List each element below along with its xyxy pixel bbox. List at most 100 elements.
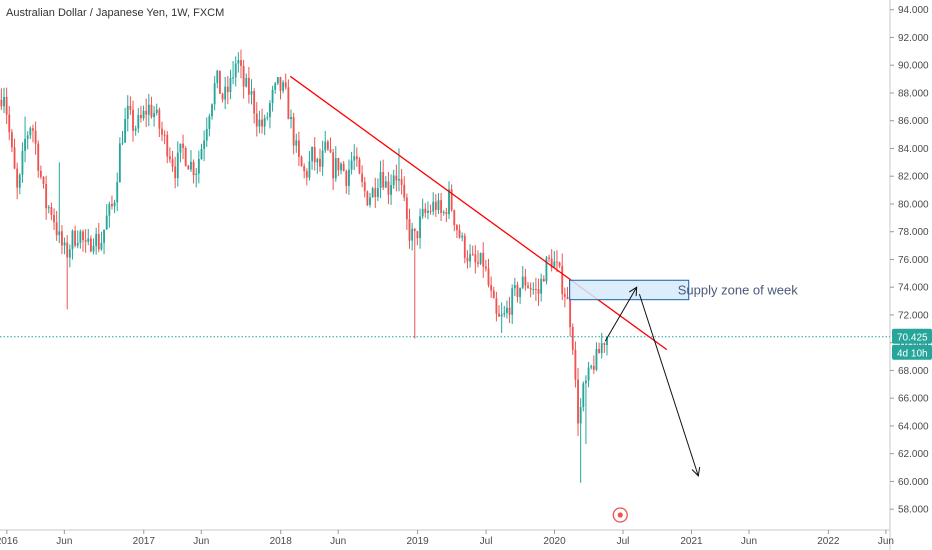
candle-body bbox=[490, 285, 493, 291]
candle-body bbox=[92, 246, 95, 252]
candle-body bbox=[118, 143, 121, 183]
candle-body bbox=[0, 99, 3, 107]
candle-body bbox=[13, 147, 16, 169]
candle-body bbox=[121, 142, 124, 144]
candle-body bbox=[563, 294, 566, 297]
candle-body bbox=[316, 158, 319, 163]
candle-body bbox=[463, 235, 466, 258]
candle-body bbox=[400, 179, 403, 185]
time-tick-label: 2019 bbox=[406, 536, 429, 547]
candle-body bbox=[147, 104, 150, 115]
event-marker-dot bbox=[617, 512, 623, 518]
price-tick-label: 72.000 bbox=[898, 310, 929, 321]
candle-body bbox=[292, 116, 295, 146]
candle-body bbox=[63, 242, 66, 246]
candle-body bbox=[503, 312, 506, 315]
candle-body bbox=[166, 134, 169, 157]
candle-body bbox=[171, 159, 174, 167]
candle-body bbox=[550, 258, 553, 268]
candle-body bbox=[29, 128, 32, 136]
candle-body bbox=[382, 172, 385, 188]
candle-body bbox=[553, 261, 556, 268]
countdown-tag bbox=[892, 344, 932, 360]
candle-body bbox=[234, 63, 237, 78]
candle-body bbox=[392, 175, 395, 186]
candle-body bbox=[374, 188, 377, 197]
price-tick-label: 76.000 bbox=[898, 255, 929, 266]
candle-body bbox=[279, 77, 282, 91]
price-tick-label: 94.000 bbox=[898, 5, 929, 16]
candle-body bbox=[145, 110, 148, 115]
candle-body bbox=[350, 160, 353, 170]
candle-body bbox=[237, 60, 240, 64]
candle-body bbox=[524, 276, 527, 286]
candle-body bbox=[355, 156, 358, 160]
price-tick-label: 90.000 bbox=[898, 61, 929, 72]
time-tick-label: Jul bbox=[617, 536, 630, 547]
candle-body bbox=[82, 231, 84, 241]
candle-body bbox=[250, 91, 253, 95]
candle-body bbox=[571, 327, 574, 350]
candle-body bbox=[440, 200, 443, 214]
candle-body bbox=[53, 214, 55, 223]
time-tick-label: 2020 bbox=[543, 536, 566, 547]
candle-body bbox=[221, 93, 224, 100]
candle-body bbox=[337, 158, 340, 171]
candle-body bbox=[534, 289, 537, 291]
candle-body bbox=[18, 174, 21, 188]
candle-body bbox=[134, 128, 137, 131]
candle-body bbox=[184, 147, 187, 166]
candle-body bbox=[229, 78, 232, 93]
candle-body bbox=[290, 116, 292, 120]
candle-body bbox=[598, 348, 601, 354]
time-tick-label: 2022 bbox=[817, 536, 840, 547]
candle-body bbox=[437, 200, 440, 211]
candle-body bbox=[226, 86, 229, 93]
candle-body bbox=[511, 288, 514, 315]
price-tick-label: 92.000 bbox=[898, 33, 929, 44]
candle-body bbox=[603, 343, 606, 345]
candle-body bbox=[255, 113, 258, 127]
candle-body bbox=[500, 314, 503, 317]
trendline bbox=[289, 75, 668, 351]
candle-body bbox=[600, 343, 603, 354]
candle-body bbox=[213, 83, 216, 105]
candle-body bbox=[384, 181, 387, 188]
candle-body bbox=[137, 114, 140, 129]
candle-body bbox=[495, 298, 498, 314]
candle-body bbox=[158, 109, 161, 129]
price-tick-label: 58.000 bbox=[898, 505, 929, 516]
candle-body bbox=[89, 238, 92, 252]
candle-body bbox=[469, 254, 471, 262]
candle-body bbox=[582, 383, 585, 408]
candle-body bbox=[482, 252, 485, 267]
time-tick-label: 2016 bbox=[0, 536, 18, 547]
countdown-tag-label: 4d 10h bbox=[897, 348, 928, 359]
candle-body bbox=[477, 262, 479, 264]
candle-body bbox=[432, 201, 435, 212]
candle-body bbox=[548, 257, 550, 259]
projection-arrow bbox=[638, 293, 698, 476]
candle-body bbox=[308, 161, 311, 178]
time-tick-label: 2018 bbox=[270, 536, 293, 547]
candle-body bbox=[595, 348, 598, 370]
candle-body bbox=[450, 189, 453, 211]
candle-body bbox=[411, 228, 414, 241]
chart-title: Australian Dollar / Japanese Yen, 1W, FX… bbox=[6, 7, 224, 19]
candle-body bbox=[68, 249, 71, 258]
candle-body bbox=[300, 156, 303, 167]
candle-body bbox=[319, 158, 321, 167]
candle-body bbox=[140, 114, 142, 119]
candle-body bbox=[342, 163, 345, 171]
candle-body bbox=[187, 165, 190, 170]
candle-body bbox=[358, 159, 361, 174]
time-tick-label: 2021 bbox=[680, 536, 703, 547]
candle-body bbox=[487, 268, 490, 286]
candle-body bbox=[66, 242, 69, 258]
supply-zone-label: Supply zone of week bbox=[678, 282, 798, 297]
candle-body bbox=[142, 110, 145, 119]
candle-body bbox=[395, 175, 398, 181]
candle-body bbox=[168, 156, 171, 160]
candle-body bbox=[321, 150, 324, 167]
candle-body bbox=[408, 219, 411, 241]
